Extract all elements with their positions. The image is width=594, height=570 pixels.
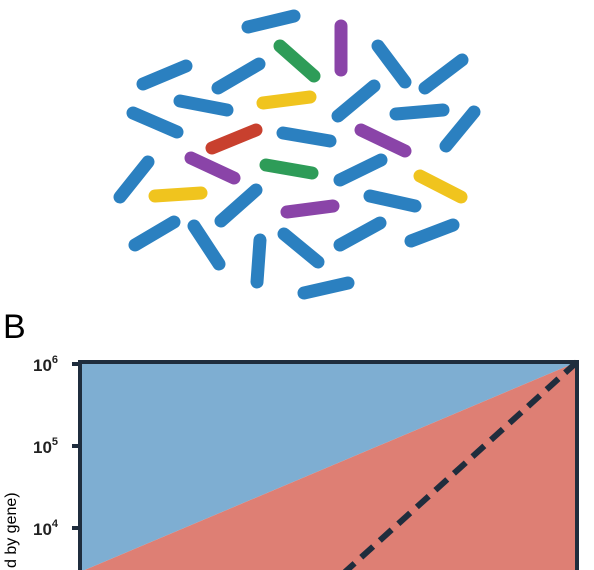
bacteria-rod-cluster <box>113 9 481 300</box>
purple-rod-15 <box>354 123 412 158</box>
blue-rod-6 <box>371 39 412 89</box>
blue-rod-1 <box>241 9 301 34</box>
blue-rod-22 <box>214 183 263 228</box>
blue-rod-25 <box>363 189 422 213</box>
blue-rod-20 <box>113 155 155 204</box>
blue-rod-29 <box>333 216 387 252</box>
blue-rod-19 <box>333 153 388 187</box>
purple-rod-24 <box>280 199 340 219</box>
blue-rod-8 <box>173 94 234 117</box>
blue-rod-30 <box>404 218 460 248</box>
blue-rod-4 <box>136 59 193 91</box>
purple-rod-17 <box>184 151 241 185</box>
blue-rod-11 <box>389 103 450 121</box>
blue-rod-10 <box>331 79 381 123</box>
blue-rod-12 <box>126 106 184 139</box>
green-rod-18 <box>259 158 319 180</box>
blue-rod-32 <box>297 276 355 300</box>
blue-rod-5 <box>211 57 266 95</box>
green-rod-3 <box>273 39 321 83</box>
y-tick-label-1: 106 <box>33 354 58 375</box>
lower-region <box>84 362 577 570</box>
blue-rod-28 <box>277 227 325 269</box>
red-rod-13 <box>205 123 263 155</box>
upper-region <box>80 362 577 570</box>
yellow-rod-9 <box>256 90 317 110</box>
y-tick-label-3: 104 <box>33 518 59 539</box>
blue-rod-26 <box>128 215 181 252</box>
yellow-rod-23 <box>413 169 468 204</box>
y-tick-label-2: 105 <box>33 436 58 457</box>
diagonal-dashed-line <box>342 359 580 570</box>
plot-area <box>72 359 580 570</box>
y-axis-label: d by gene) <box>3 492 20 568</box>
blue-rod-27 <box>187 219 226 271</box>
yellow-rod-21 <box>148 186 208 203</box>
blue-rod-7 <box>418 53 469 95</box>
blue-rod-16 <box>439 105 481 153</box>
blue-rod-14 <box>276 126 337 148</box>
blue-rod-31 <box>250 233 267 289</box>
panel-label: B <box>3 308 26 346</box>
